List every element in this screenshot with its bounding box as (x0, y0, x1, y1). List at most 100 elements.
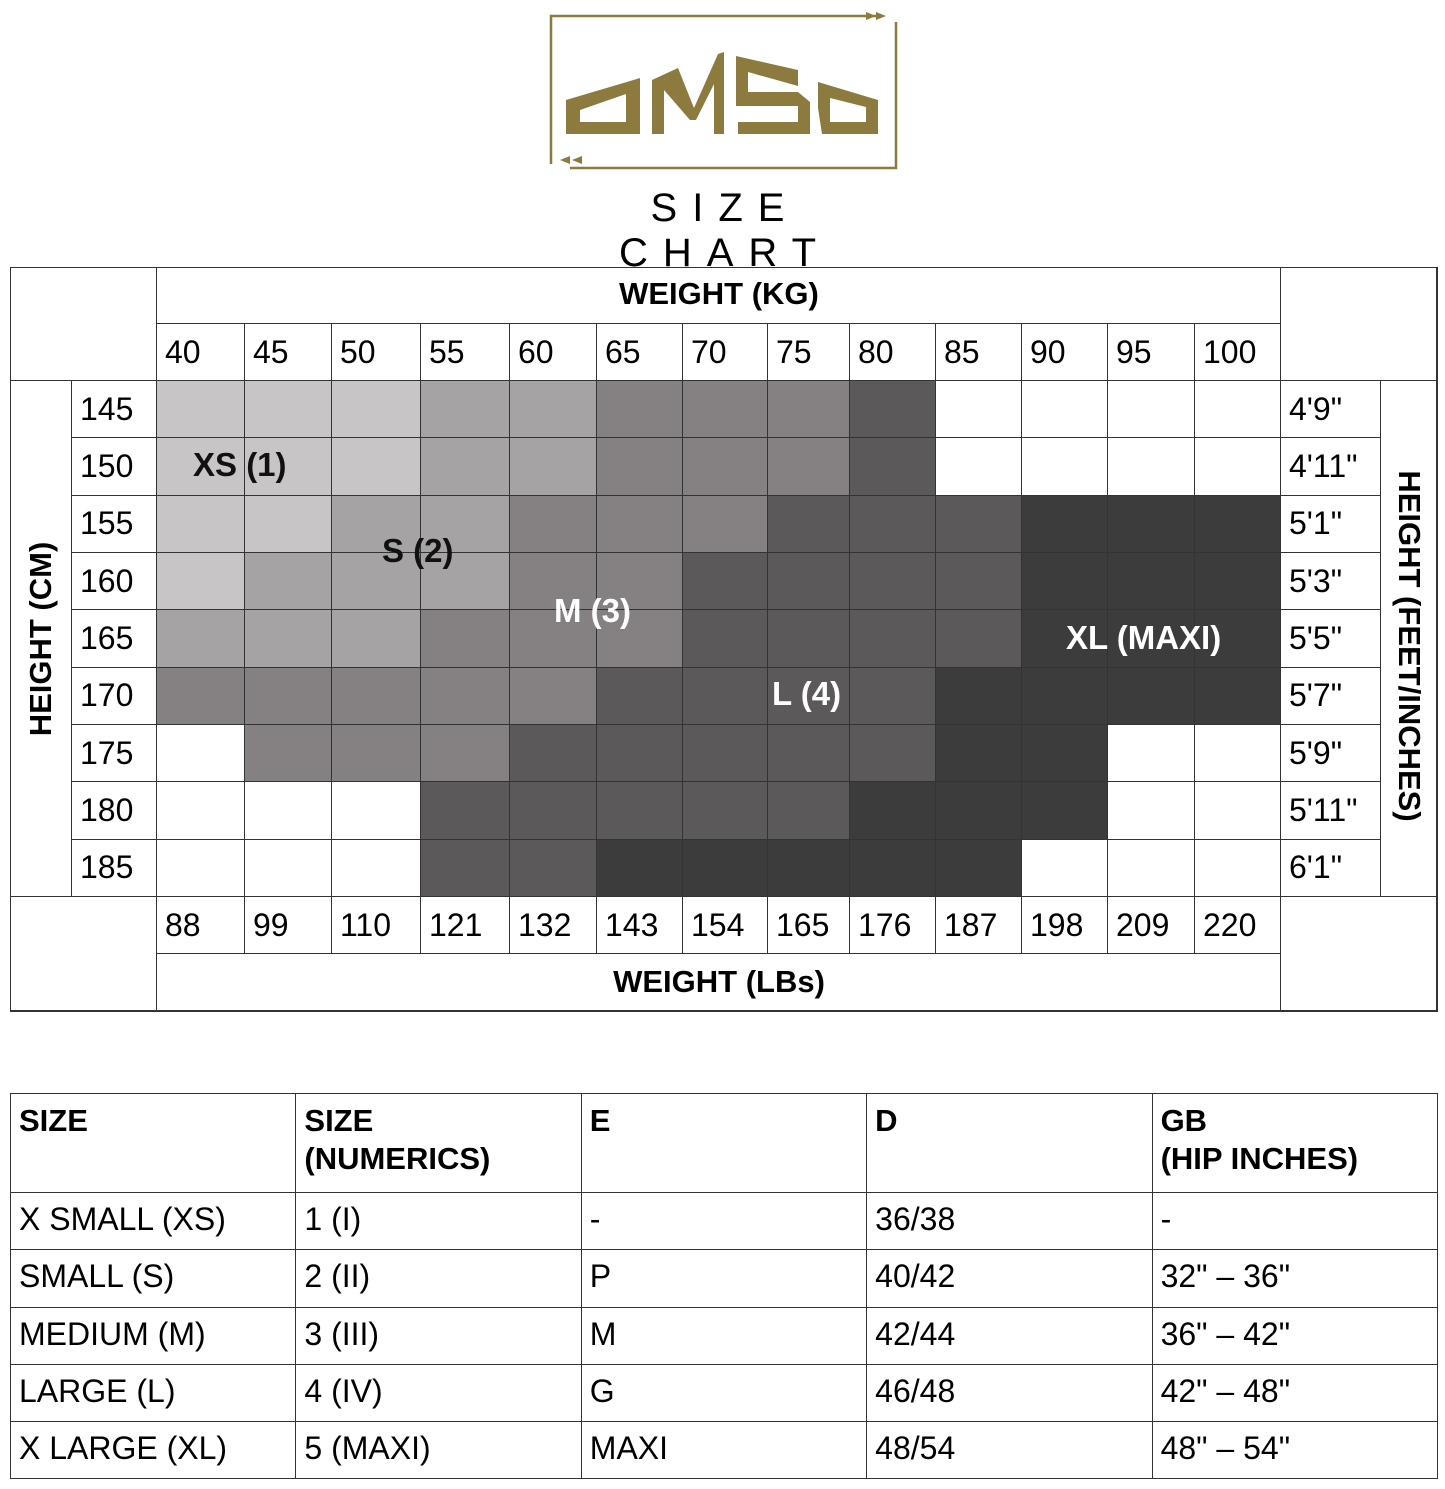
size-cell (1022, 724, 1108, 783)
table-header-line: D (875, 1103, 898, 1138)
weight-lbs-tick: 198 (1022, 897, 1108, 954)
size-label-s: S (2) (382, 532, 454, 569)
table-cell: M (580, 1306, 868, 1365)
size-cell (683, 782, 768, 840)
weight-kg-tick: 40 (157, 324, 245, 381)
weight-lbs-title: WEIGHT (LBs) (613, 964, 825, 999)
right-top-cell (1281, 267, 1437, 381)
size-cell (936, 724, 1022, 783)
table-cell: 42/44 (866, 1306, 1153, 1365)
size-cell (683, 495, 768, 553)
size-cell (510, 610, 597, 668)
size-label-xl: XL (MAXI) (1066, 619, 1222, 656)
table-cell: 2 (II) (295, 1249, 582, 1308)
height-ft-tick: 5'5" (1281, 610, 1381, 668)
table-cell: 42" – 48" (1151, 1363, 1439, 1423)
size-cell (597, 782, 683, 840)
size-cell (1022, 438, 1108, 496)
size-cell (1195, 667, 1281, 725)
size-cell (850, 438, 936, 496)
size-cell (157, 667, 245, 725)
size-cell (421, 782, 510, 840)
table-header-line: E (589, 1103, 611, 1138)
size-cell (157, 552, 245, 611)
weight-lbs-tick: 154 (683, 897, 768, 954)
size-cell (850, 495, 936, 553)
size-cell (850, 552, 936, 611)
size-cell (157, 610, 245, 668)
table-header-line: (HIP INCHES) (1160, 1141, 1359, 1176)
size-label-m: M (3) (554, 592, 631, 629)
table-cell: 48" – 54" (1151, 1421, 1439, 1480)
table-cell: MAXI (580, 1421, 868, 1480)
size-cell (597, 381, 683, 439)
lbs-title-cell (157, 954, 1281, 1011)
size-cell (157, 782, 245, 840)
size-cell (245, 438, 332, 496)
size-cell (768, 667, 850, 725)
size-cell (510, 381, 597, 439)
weight-kg-tick: 95 (1108, 324, 1195, 381)
height-cm-tick: 180 (72, 782, 157, 840)
weight-kg-tick: 85 (936, 324, 1022, 381)
size-cell (421, 381, 510, 439)
table-cell: 3 (III) (295, 1306, 582, 1365)
table-cell: 48/54 (866, 1421, 1153, 1480)
height-ft-tick: 5'7" (1281, 667, 1381, 725)
size-grid (10, 267, 1438, 1012)
table-row: X LARGE (XL) 5 (MAXI) MAXI 48/54 48" – 54" (9, 1421, 1439, 1480)
height-cm-tick: 155 (72, 495, 157, 553)
weight-lbs-tick: 220 (1195, 897, 1281, 954)
size-cell (245, 667, 332, 725)
size-cell (332, 610, 421, 668)
size-cell (936, 495, 1022, 553)
size-cell (245, 782, 332, 840)
height-ft-tick: 5'11" (1281, 782, 1381, 840)
table-cell: X SMALL (XS) (9, 1191, 297, 1251)
size-cell (157, 438, 245, 496)
size-cell (936, 438, 1022, 496)
size-label-l: L (4) (772, 675, 842, 712)
size-cell (1108, 381, 1195, 439)
weight-kg-tick: 80 (850, 324, 936, 381)
table-header: E (580, 1093, 868, 1193)
table-header-line: SIZE (304, 1103, 374, 1138)
size-cell (597, 667, 683, 725)
size-cell (245, 839, 332, 897)
table-cell: - (1151, 1191, 1439, 1251)
table-cell: 1 (I) (295, 1191, 582, 1251)
size-cell (332, 495, 421, 553)
size-cell (421, 610, 510, 668)
table-cell: - (580, 1191, 868, 1251)
size-grid-cells: 40 88 45 99 50 110 55 121 60 132 65 143 70 154 75 165 80… (10, 267, 1437, 1011)
weight-kg-tick: 65 (597, 324, 683, 381)
weight-kg-title: WEIGHT (KG) (619, 276, 819, 311)
size-cell (332, 552, 421, 611)
height-ft-tick: 5'9" (1281, 724, 1381, 783)
table-header: SIZE (NUMERICS) (295, 1093, 582, 1193)
table-row: SMALL (S) 2 (II) P 40/42 32" – 36" (9, 1249, 1439, 1308)
size-cell (768, 495, 850, 553)
size-cell (421, 552, 510, 611)
weight-lbs-tick: 99 (245, 897, 332, 954)
weight-kg-tick: 50 (332, 324, 421, 381)
size-cell (768, 839, 850, 897)
weight-kg-tick: 75 (768, 324, 850, 381)
size-cell (1195, 552, 1281, 611)
size-cell (1195, 381, 1281, 439)
size-cell (1022, 381, 1108, 439)
table-cell: 36/38 (866, 1191, 1153, 1251)
size-cell (597, 839, 683, 897)
size-cell (768, 552, 850, 611)
height-ft-tick: 5'3" (1281, 552, 1381, 611)
size-cell (421, 495, 510, 553)
weight-kg-tick: 100 (1195, 324, 1281, 381)
weight-lbs-tick: 110 (332, 897, 421, 954)
size-cell (332, 782, 421, 840)
height-cm-tick: 160 (72, 552, 157, 611)
size-cell (1195, 495, 1281, 553)
size-cell (157, 839, 245, 897)
size-cell (510, 667, 597, 725)
size-cell (1022, 667, 1108, 725)
table-header-line: GB (1160, 1103, 1208, 1138)
